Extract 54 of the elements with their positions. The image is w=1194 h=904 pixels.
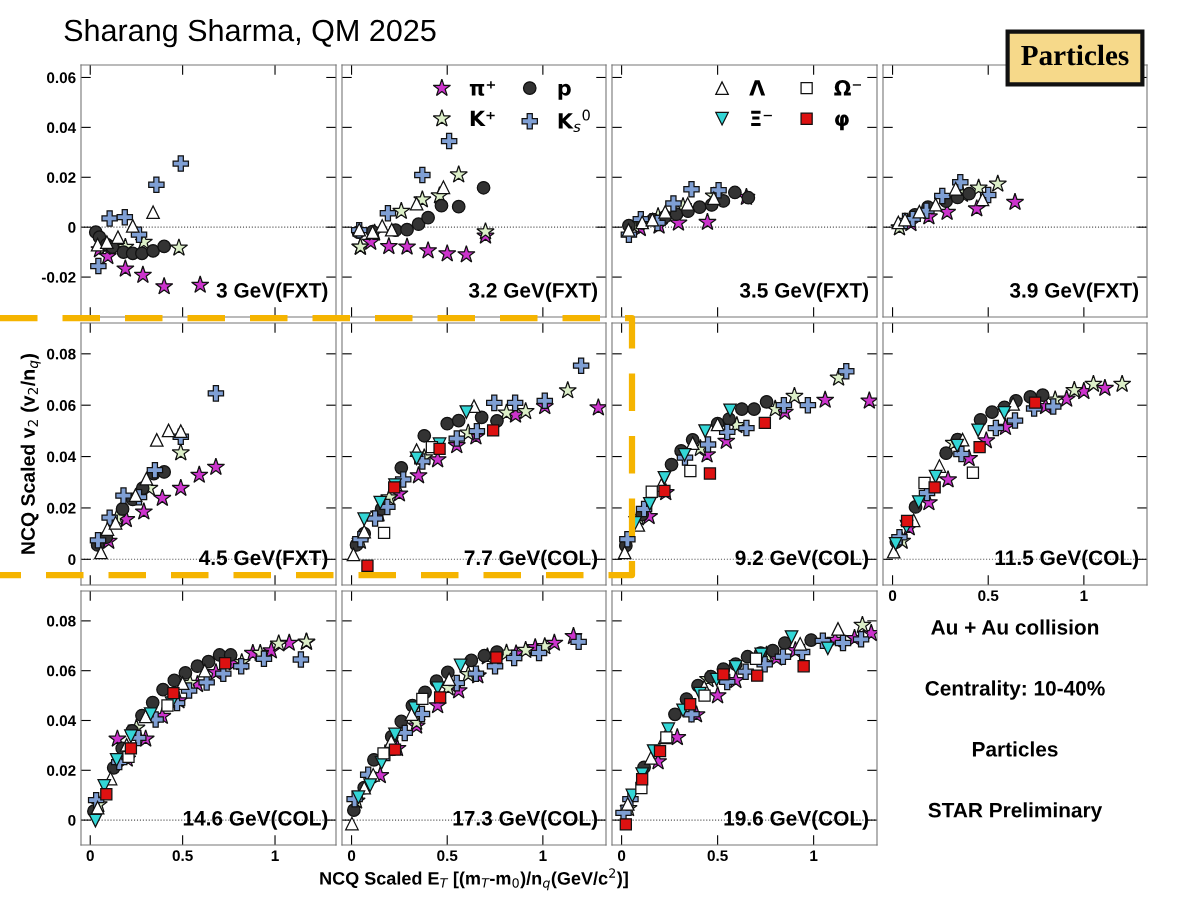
x-tick-label: 0 [86, 850, 94, 862]
x-tick-label: 1 [539, 850, 547, 861]
text: Particles [972, 741, 1058, 757]
y-tick-label: 0.04 [47, 451, 77, 463]
y-axis-title: NCQ Scaled v$_{2}$ (v$_{2}$/n$_{q}$) [20, 354, 41, 554]
x-tick-label: 0 [617, 850, 626, 862]
legend-label: K⁺ [470, 110, 495, 126]
legend-label: Ω⁻ [834, 79, 862, 96]
y-tick-label: 0.02 [47, 502, 76, 514]
annotation: 7.7 GeV(COL) [464, 549, 598, 570]
x-tick-label: 0.5 [172, 850, 193, 862]
y-tick-label: 0.06 [47, 72, 76, 84]
y-tick-label: 0 [68, 554, 76, 565]
annotation: 11.5 GeV(COL) [995, 549, 1139, 570]
annotation: 9.2 GeV(COL) [735, 549, 869, 570]
x-tick-label: 0.5 [978, 590, 999, 602]
legend-label: K$_{s}$$^{0}$ [558, 109, 590, 132]
y-tick-label: 0.04 [47, 122, 77, 134]
y-tick-label: 0.08 [47, 615, 76, 627]
annotation: 3.5 GeV(FXT) [739, 282, 869, 302]
annotation: 3.9 GeV(FXT) [1009, 282, 1139, 302]
text: Particles [1021, 44, 1129, 66]
annotation: 3 GeV(FXT) [216, 282, 328, 302]
x-tick-label: 0.5 [437, 850, 458, 862]
annotation: 14.6 GeV(COL) [183, 810, 328, 830]
y-tick-label: 0 [68, 222, 76, 233]
annotation: 4.5 GeV(FXT) [199, 549, 328, 570]
text: STAR Preliminary [928, 802, 1103, 822]
y-tick-label: 0.06 [47, 400, 76, 411]
y-tick-label: 0 [68, 814, 76, 826]
y-tick-label: 0.02 [47, 765, 76, 776]
y-tick-label: 0.04 [47, 715, 77, 727]
chart-title: Sharang Sharma, QM 2025 [64, 18, 436, 48]
y-tick-label: 0.08 [47, 348, 76, 360]
legend-label: p [558, 83, 571, 100]
legend-label: Ξ⁻ [751, 110, 772, 126]
legend-label: π⁺ [469, 81, 496, 96]
x-tick-label: 1 [271, 850, 279, 861]
x-tick-label: 0 [347, 850, 356, 862]
legend-label: φ [835, 114, 849, 131]
annotation: 3.2 GeV(FXT) [468, 282, 598, 302]
x-tick-label: 1 [810, 850, 818, 861]
text: Au + Au collision [931, 619, 1099, 635]
text: NCQ Scaled E$_{T}$ [(m$_{T}$-m$_{0}$)/n$_{q}$(GeV/c$^{2}$)] [320, 868, 628, 891]
legend-label: Λ [749, 80, 766, 96]
x-tick-label: 0.5 [707, 850, 728, 862]
annotation: 17.3 GeV(COL) [453, 810, 598, 830]
x-tick-label: 0 [888, 590, 897, 602]
y-tick-label: -0.02 [41, 271, 76, 283]
annotation: 19.6 GeV(COL) [724, 810, 869, 830]
y-tick-label: 0.06 [47, 665, 76, 677]
x-tick-label: 1 [1080, 590, 1088, 601]
text: Centrality: 10-40% [925, 680, 1105, 700]
y-tick-label: 0.02 [47, 172, 76, 183]
